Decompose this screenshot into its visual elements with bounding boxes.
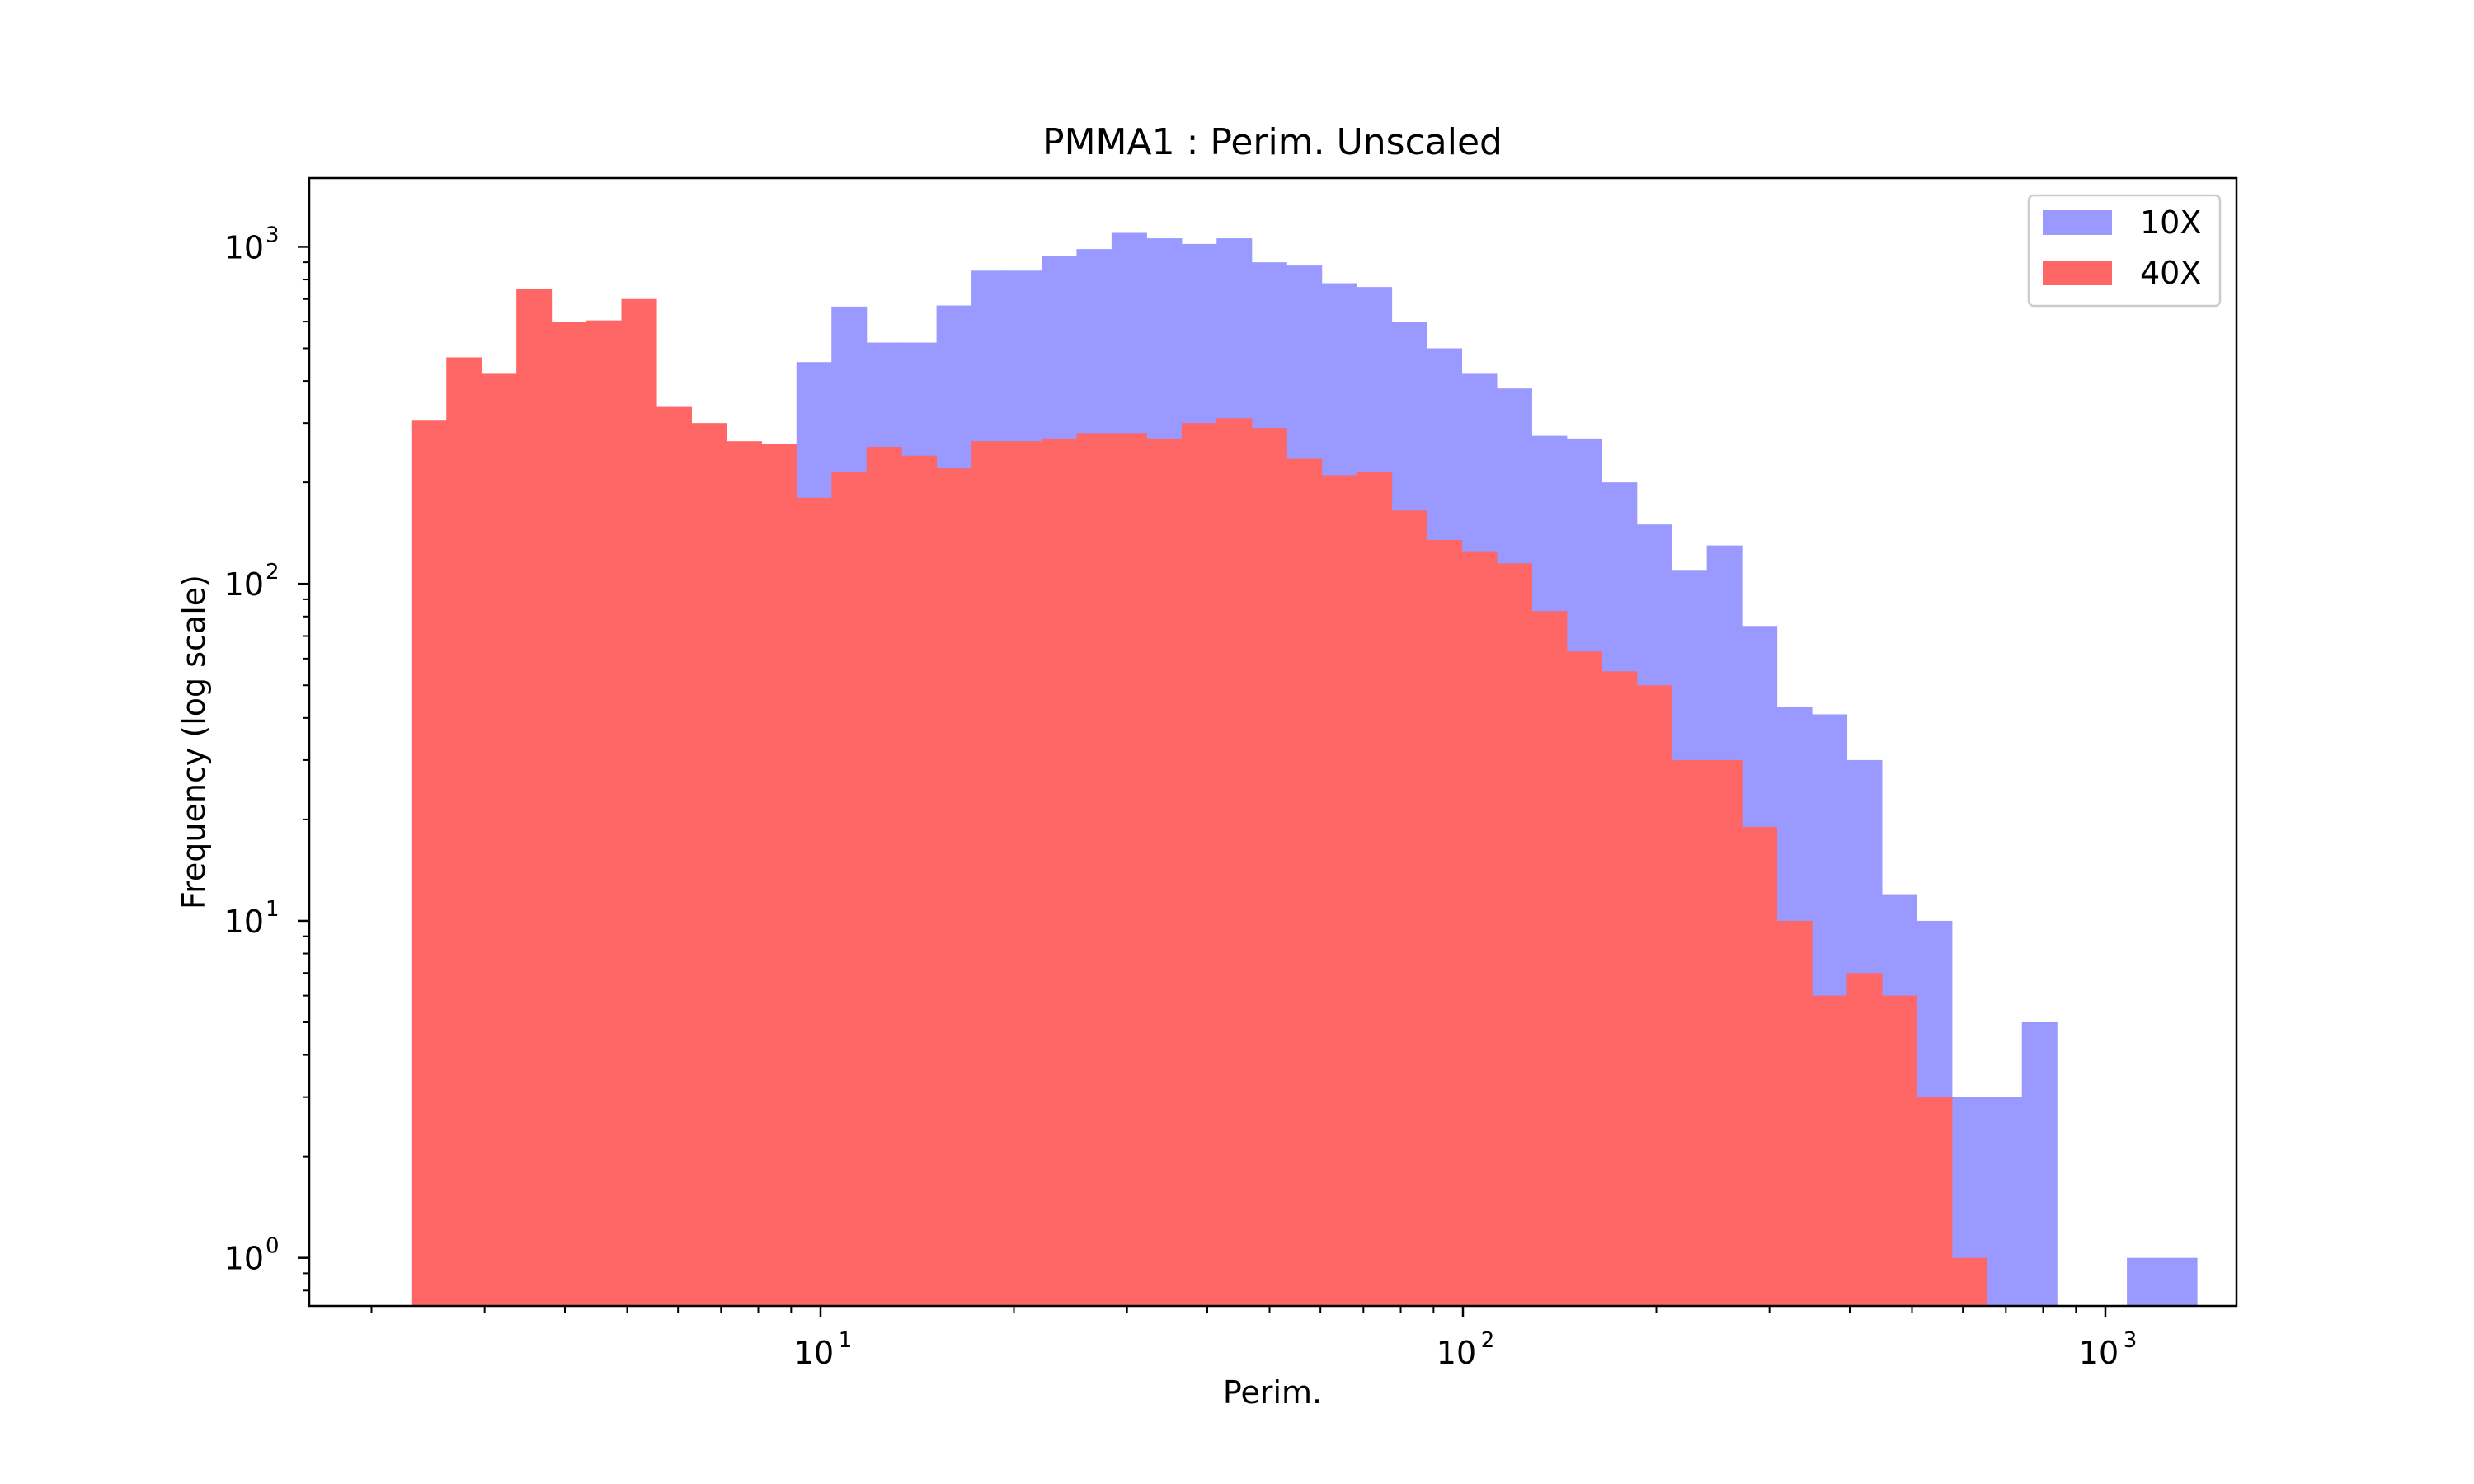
bar-40x-19: [1076, 433, 1112, 1307]
bar-40x-7: [656, 406, 693, 1306]
bar-40x-0: [411, 420, 447, 1307]
bar-40x-6: [621, 298, 657, 1306]
bar-40x-41: [1846, 973, 1883, 1306]
bar-40x-8: [691, 423, 727, 1307]
bar-40x-24: [1251, 428, 1287, 1307]
bar-40x-23: [1216, 418, 1253, 1307]
y-tick-label-0: 10: [224, 1241, 264, 1277]
legend: 10X 40X: [2027, 194, 2222, 308]
bar-40x-38: [1742, 826, 1778, 1306]
bar-40x-15: [936, 468, 972, 1306]
bar-40x-29: [1426, 539, 1463, 1306]
x-tick-label-2: 10: [2079, 1335, 2119, 1371]
legend-label-40x: 40X: [2140, 255, 2201, 291]
y-axis-label: Frequency (log scale): [176, 575, 212, 909]
bar-40x-4: [551, 322, 587, 1306]
y-tick-exponent-1: 1: [266, 897, 280, 922]
y-tick-label-2: 10: [224, 566, 264, 603]
x-tick-exponent-1: 2: [1481, 1328, 1495, 1353]
bar-40x-16: [971, 441, 1008, 1307]
x-axis: 10 1 10 2 10 3: [370, 1306, 2138, 1371]
chart-title: PMMA1 : Perim. Unscaled: [1042, 121, 1503, 163]
bar-40x-17: [1006, 441, 1042, 1307]
bar-10x-46: [2021, 1021, 2058, 1306]
plot-frame: [308, 176, 2238, 1308]
y-tick-label-3: 10: [224, 229, 264, 265]
y-tick-label-1: 10: [224, 904, 264, 940]
bar-40x-3: [516, 289, 553, 1306]
bar-40x-13: [866, 447, 902, 1306]
bar-40x-1: [446, 357, 482, 1307]
y-tick-exponent-0: 0: [266, 1234, 280, 1259]
bar-10x-45: [1987, 1097, 2023, 1306]
x-tick-label-1: 10: [1437, 1335, 1476, 1371]
bar-40x-28: [1391, 510, 1427, 1306]
bar-40x-12: [831, 472, 868, 1306]
bar-40x-44: [1951, 1257, 1987, 1306]
series-40x-bars: [411, 289, 1987, 1307]
bar-40x-11: [796, 497, 832, 1306]
bar-40x-25: [1286, 458, 1323, 1306]
bar-40x-42: [1881, 995, 1917, 1306]
bar-40x-31: [1496, 563, 1532, 1306]
bar-40x-22: [1181, 423, 1217, 1307]
bar-40x-2: [481, 373, 517, 1307]
x-tick-exponent-2: 3: [2124, 1328, 2138, 1353]
bar-40x-27: [1357, 472, 1393, 1306]
y-tick-exponent-2: 2: [266, 560, 280, 585]
bar-10x-50: [2161, 1257, 2198, 1306]
legend-swatch-10x: [2043, 210, 2112, 235]
legend-swatch-40x: [2043, 261, 2112, 285]
bar-40x-30: [1461, 551, 1498, 1306]
y-tick-exponent-3: 3: [266, 223, 280, 247]
bar-40x-26: [1321, 475, 1357, 1306]
bar-40x-21: [1146, 438, 1183, 1306]
bar-40x-40: [1811, 995, 1848, 1306]
bar-40x-10: [761, 444, 797, 1306]
bar-40x-36: [1672, 759, 1708, 1306]
x-tick-exponent-0: 1: [839, 1328, 853, 1353]
x-tick-label-0: 10: [794, 1335, 834, 1371]
bar-40x-5: [586, 320, 623, 1306]
bar-40x-14: [901, 455, 938, 1306]
bar-40x-20: [1111, 433, 1147, 1307]
x-axis-label: Perim.: [1223, 1374, 1322, 1411]
bar-40x-39: [1776, 920, 1813, 1306]
bar-40x-32: [1531, 611, 1568, 1306]
bar-40x-37: [1706, 759, 1743, 1306]
bar-40x-18: [1041, 438, 1078, 1306]
bar-40x-35: [1636, 685, 1672, 1306]
legend-label-10x: 10X: [2140, 204, 2201, 241]
bar-40x-43: [1917, 1097, 1953, 1306]
bar-40x-9: [726, 441, 762, 1307]
bar-40x-33: [1566, 651, 1602, 1306]
bar-40x-34: [1602, 671, 1638, 1306]
bar-10x-49: [2127, 1257, 2163, 1306]
